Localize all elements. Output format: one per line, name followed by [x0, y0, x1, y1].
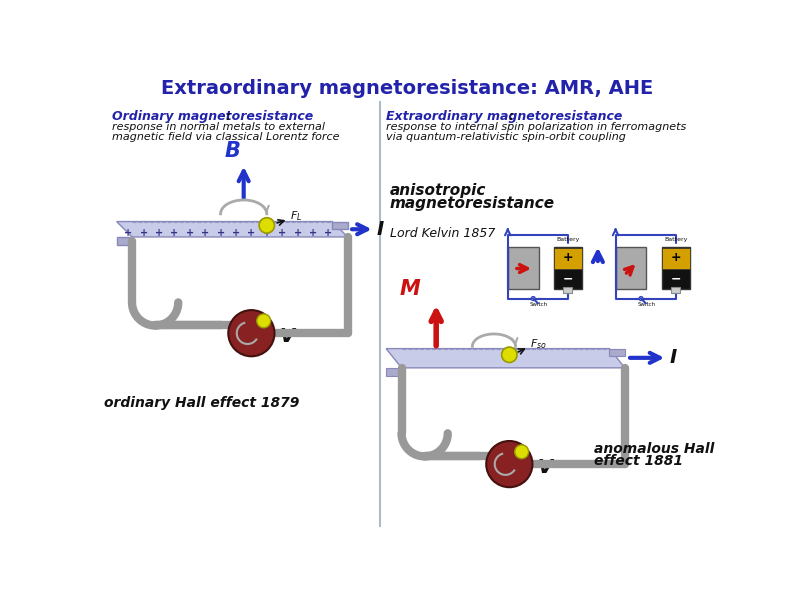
Text: via quantum-relativistic spin-orbit coupling: via quantum-relativistic spin-orbit coup…	[386, 132, 626, 142]
Bar	[661, 247, 689, 289]
Text: :: :	[226, 109, 231, 123]
Bar	[563, 287, 572, 293]
Text: I: I	[377, 220, 384, 239]
Text: +: +	[140, 228, 148, 238]
Text: magnetic field via classical Lorentz force: magnetic field via classical Lorentz for…	[112, 132, 340, 142]
Text: magnetoresistance: magnetoresistance	[390, 196, 555, 211]
Bar	[554, 248, 582, 268]
Text: V: V	[279, 327, 295, 346]
Text: +: +	[562, 251, 573, 264]
Polygon shape	[117, 221, 348, 237]
Circle shape	[259, 218, 275, 233]
Text: +: +	[171, 228, 179, 238]
Text: B: B	[224, 141, 240, 161]
Text: Switch: Switch	[530, 302, 548, 307]
Bar	[508, 247, 538, 289]
Text: +: +	[232, 228, 240, 238]
Circle shape	[515, 445, 529, 459]
Polygon shape	[386, 349, 625, 368]
Text: +: +	[670, 251, 681, 264]
Text: Battery: Battery	[664, 237, 688, 242]
Bar	[661, 248, 689, 268]
Text: +: +	[201, 228, 210, 238]
Text: anisotropic: anisotropic	[390, 183, 487, 198]
Polygon shape	[117, 237, 132, 245]
Circle shape	[256, 314, 271, 328]
Text: Ordinary magnetoresistance: Ordinary magnetoresistance	[112, 109, 314, 123]
Circle shape	[502, 347, 517, 362]
Text: effect 1881: effect 1881	[594, 454, 683, 468]
Text: response in normal metals to external: response in normal metals to external	[112, 122, 325, 132]
Polygon shape	[610, 349, 625, 356]
Text: −: −	[670, 273, 681, 285]
Text: +: +	[263, 228, 271, 238]
Text: :: :	[509, 109, 514, 123]
Bar	[554, 247, 582, 289]
Text: response to internal spin polarization in ferromagnets: response to internal spin polarization i…	[386, 122, 686, 132]
Bar	[615, 247, 646, 289]
Text: $F_L$: $F_L$	[290, 209, 303, 223]
Circle shape	[229, 310, 275, 356]
Text: $F_{so}$: $F_{so}$	[530, 337, 547, 351]
Circle shape	[639, 297, 643, 300]
Text: anomalous Hall: anomalous Hall	[594, 441, 715, 456]
Polygon shape	[386, 368, 402, 375]
Text: +: +	[324, 228, 333, 238]
Text: I: I	[669, 348, 676, 367]
Text: +: +	[294, 228, 302, 238]
Text: +: +	[186, 228, 194, 238]
Text: ordinary Hall effect 1879: ordinary Hall effect 1879	[104, 396, 299, 409]
Text: Lord Kelvin 1857: Lord Kelvin 1857	[390, 227, 495, 240]
Text: M: M	[400, 279, 421, 299]
Text: −: −	[563, 273, 573, 285]
Text: V: V	[537, 458, 552, 477]
Text: +: +	[247, 228, 256, 238]
Text: +: +	[124, 228, 133, 238]
Polygon shape	[332, 221, 348, 229]
Text: +: +	[309, 228, 317, 238]
Text: Extraordinary magnetoresistance: Extraordinary magnetoresistance	[386, 109, 622, 123]
Text: Battery: Battery	[556, 237, 580, 242]
Text: Switch: Switch	[638, 302, 656, 307]
Text: +: +	[217, 228, 225, 238]
Text: +: +	[278, 228, 287, 238]
Circle shape	[486, 441, 533, 487]
Text: +: +	[155, 228, 163, 238]
Text: Extraordinary magnetoresistance: AMR, AHE: Extraordinary magnetoresistance: AMR, AH…	[161, 79, 653, 98]
Circle shape	[531, 297, 535, 300]
Bar	[671, 287, 680, 293]
